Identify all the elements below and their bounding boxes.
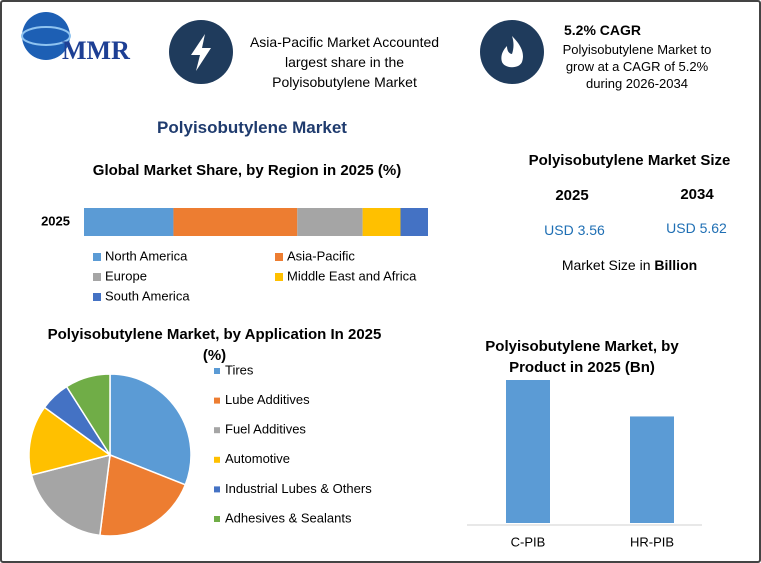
icon-flame	[480, 20, 544, 84]
pie-slice	[28, 406, 112, 477]
chart-title: Polyisobutylene Market, by Product in 20…	[485, 338, 679, 376]
size-value: USD 3.56	[544, 222, 605, 238]
bar-segment	[362, 208, 401, 236]
bar-segment	[400, 208, 428, 236]
x-tick-label: HR-PIB	[630, 534, 674, 549]
highlight-line: Polyisobutylene Market to	[562, 42, 712, 57]
legend-label: Europe	[105, 268, 147, 283]
category-label: 2025	[41, 213, 70, 228]
legend-swatch	[214, 456, 220, 463]
size-value: USD 5.62	[666, 220, 727, 236]
bolt	[191, 34, 211, 71]
legend-swatch	[93, 293, 101, 301]
legend-swatch	[214, 427, 220, 434]
highlight-line: during 2026-2034	[586, 76, 688, 91]
highlight: 5.2% CAGR Polyisobutylene Market to grow…	[542, 22, 732, 92]
legend-label: Middle East and Africa	[287, 268, 417, 283]
legend-label: North America	[105, 248, 188, 263]
bar-segment	[297, 208, 363, 236]
legend-swatch	[214, 516, 220, 522]
logo-text: MMR	[62, 36, 130, 65]
bar	[506, 380, 550, 523]
x-tick-label: C-PIB	[511, 534, 546, 549]
bar-segment	[173, 208, 298, 236]
legend-label: Fuel Additives	[225, 422, 306, 437]
pie-slice	[109, 373, 192, 486]
highlight-line: largest share in the	[284, 54, 405, 70]
bar-segment	[84, 208, 174, 236]
pie-slice	[30, 453, 111, 537]
legend-label: Industrial Lubes & Others	[225, 481, 372, 496]
legend-swatch	[275, 273, 283, 281]
chart-title: Polyisobutylene Market, by Application I…	[47, 326, 382, 364]
pie-slice	[65, 373, 111, 458]
logo-globe	[22, 12, 70, 60]
highlight: Asia-Pacific Market Accounted largest sh…	[232, 32, 457, 92]
legend-label: Automotive	[225, 451, 290, 466]
legend-label: Tires	[225, 362, 254, 377]
chart-title: Global Market Share, by Region in 2025 (…	[92, 162, 402, 179]
legend-label: South America	[105, 288, 190, 303]
main-title: Polyisobutylene Market	[157, 118, 347, 137]
highlight-line: Asia-Pacific Market Accounted	[249, 34, 440, 50]
pie-slice	[99, 453, 187, 537]
note-bold: Billion	[654, 257, 698, 273]
legend-swatch	[214, 397, 220, 404]
legend-label: Asia-Pacific	[287, 248, 355, 263]
highlight-line: grow at a CAGR of 5.2%	[565, 59, 709, 74]
legend-swatch	[93, 253, 101, 261]
flame	[501, 36, 523, 68]
highlight-line: Polyisobutylene Market	[272, 74, 417, 90]
size-year: 2034	[680, 186, 714, 203]
size-year: 2025	[555, 187, 589, 204]
legend-swatch	[214, 368, 220, 374]
size-title: Polyisobutylene Market Size	[528, 152, 731, 169]
legend-label: Lube Additives	[225, 392, 310, 407]
bar	[630, 416, 674, 523]
note: Market Size in	[561, 257, 651, 273]
highlight-title: 5.2% CAGR	[564, 22, 642, 38]
logo-orbit	[21, 26, 71, 46]
legend-swatch	[214, 486, 220, 493]
size-note: Market Size in Billion	[532, 257, 727, 273]
legend-swatch	[93, 273, 101, 281]
legend-swatch	[275, 253, 283, 261]
legend-label: Adhesives & Sealants	[225, 510, 352, 525]
